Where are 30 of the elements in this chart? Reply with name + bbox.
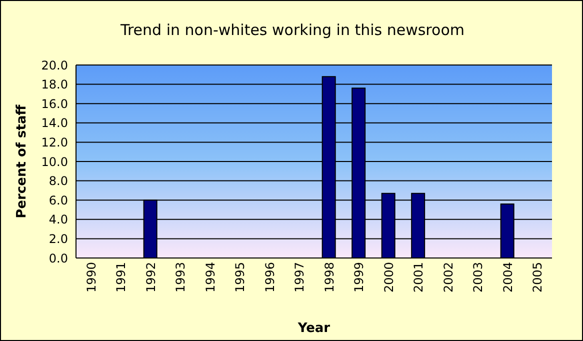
- y-tick-label: 18.0: [41, 78, 68, 92]
- y-tick-label: 6.0: [48, 193, 68, 208]
- y-tick-label: 8.0: [48, 174, 68, 188]
- x-tick-label: 1998: [322, 262, 336, 293]
- chart-title: Trend in non-whites working in this newsroom: [120, 21, 466, 39]
- x-tick-label: 2002: [441, 262, 456, 293]
- y-tick-label: 2.0: [48, 232, 68, 246]
- y-tick-label: 12.0: [41, 135, 68, 150]
- y-tick-label: 10.0: [41, 154, 68, 169]
- y-tick-label: 16.0: [41, 96, 68, 111]
- y-tick-label: 0.0: [48, 251, 68, 266]
- x-tick-label: 1990: [84, 262, 98, 293]
- x-tick-label: 2001: [412, 262, 426, 293]
- y-axis-title: Percent of staff: [14, 104, 30, 218]
- x-tick-label: 1993: [174, 262, 188, 293]
- x-axis-title: Year: [296, 321, 331, 336]
- x-tick-label: 2005: [530, 262, 545, 293]
- x-tick-label: 1992: [144, 262, 158, 293]
- x-tick-label: 1999: [352, 262, 366, 293]
- y-tick-label: 14.0: [41, 116, 68, 130]
- x-tick-label: 1997: [292, 262, 307, 293]
- x-tick-label: 1994: [203, 262, 218, 293]
- x-tick-label: 2003: [471, 262, 486, 293]
- x-tick-label: 1995: [233, 262, 248, 293]
- x-tick-label: 1991: [114, 262, 128, 293]
- y-tick-label: 20.0: [41, 58, 68, 72]
- x-tick-label: 2000: [382, 262, 396, 293]
- x-tick-label: 1996: [262, 262, 277, 293]
- y-tick-label: 4.0: [48, 212, 68, 227]
- x-tick-label: 2004: [500, 262, 515, 293]
